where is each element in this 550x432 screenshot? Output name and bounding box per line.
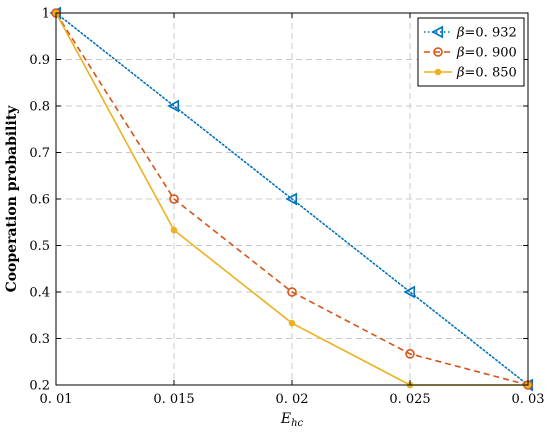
legend-item: β=0. 932: [424, 26, 517, 41]
x-tick-label: 0. 01: [39, 392, 72, 407]
legend-symbol: β: [456, 46, 465, 61]
x-axis-label: Ehc: [280, 411, 304, 429]
y-tick-label: 0.6: [29, 193, 50, 208]
data-point: [405, 349, 415, 359]
data-point: [285, 192, 298, 206]
series-line: [55, 12, 529, 386]
legend-marker: [433, 47, 443, 57]
legend-symbol: β: [456, 66, 465, 81]
y-tick-label: 0.5: [29, 239, 50, 254]
y-tick-label: 0.4: [29, 286, 50, 301]
y-tick-label: 0.8: [29, 100, 50, 115]
x-tick-label: 0. 015: [153, 392, 194, 407]
data-point: [170, 226, 178, 234]
legend-item: β=0. 900: [424, 46, 517, 61]
x-axis-label-sub: hc: [291, 418, 303, 429]
x-tick-label: 0. 025: [389, 392, 430, 407]
ticks: 0. 01 0. 015 0. 02 0. 025 0. 03 0.2 0.3 0.4 0.5 0…: [29, 7, 544, 408]
data-point: [288, 319, 296, 327]
legend-marker: [434, 68, 442, 76]
legend-value: =0. 932: [465, 26, 517, 41]
data-point: [403, 285, 416, 299]
y-tick-label: 0.9: [29, 53, 50, 68]
x-tick-label: 0. 02: [275, 392, 308, 407]
data-point: [169, 194, 179, 204]
legend-label: β=0. 850: [456, 66, 517, 81]
data-point: [287, 287, 297, 297]
series-line: [55, 12, 529, 386]
x-axis-label-main: E: [280, 411, 291, 427]
legend-marker: [431, 25, 444, 39]
legend-value: =0. 900: [465, 46, 517, 61]
legend-label: β=0. 900: [456, 46, 517, 61]
legend-label: β=0. 932: [456, 26, 517, 41]
legend-item: β=0. 850: [424, 66, 517, 81]
y-tick-label: 0.3: [29, 332, 50, 347]
y-tick-label: 0.7: [29, 146, 50, 161]
legend-value: =0. 850: [465, 66, 517, 81]
y-tick-label: 1: [42, 7, 50, 22]
data-point: [167, 99, 180, 113]
y-axis-label: Cooperation probability: [4, 105, 20, 293]
x-tick-label: 0. 03: [511, 392, 544, 407]
legend-symbol: β: [456, 26, 465, 41]
y-tick-label: 0.2: [29, 379, 50, 394]
